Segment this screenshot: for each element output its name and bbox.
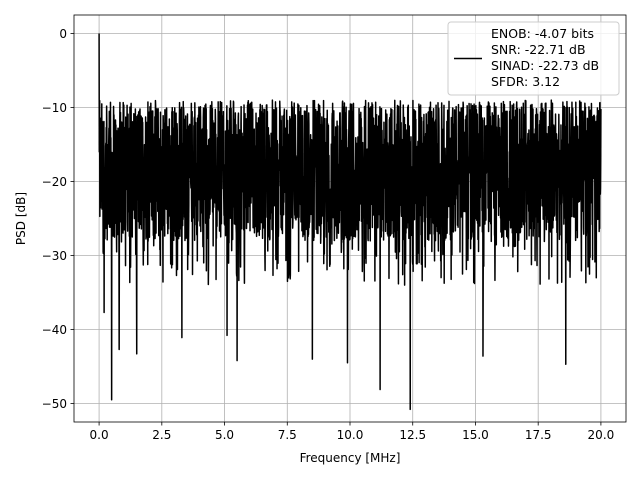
legend-line-sinad: SINAD: -22.73 dB — [491, 58, 599, 73]
x-axis-label: Frequency [MHz] — [300, 451, 401, 465]
y-tick-label: −40 — [42, 323, 67, 337]
legend-line-enob: ENOB: -4.07 bits — [491, 26, 594, 41]
y-axis-label: PSD [dB] — [14, 192, 28, 245]
x-tick-label: 5.0 — [215, 428, 234, 442]
x-tick-label: 20.0 — [588, 428, 615, 442]
legend-box — [447, 21, 620, 96]
legend-line-snr: SNR: -22.71 dB — [491, 42, 586, 57]
legend-line-sfdr: SFDR: 3.12 — [491, 74, 560, 89]
x-tick-label: 2.5 — [152, 428, 171, 442]
y-tick-label: −10 — [42, 101, 67, 115]
x-axis: 0.0 2.5 5.0 7.5 10.0 12.5 15.0 17.5 20.0 — [90, 422, 615, 442]
y-tick-label: −50 — [42, 397, 67, 411]
x-tick-label: 12.5 — [399, 428, 426, 442]
y-tick-label: −20 — [42, 175, 67, 189]
x-tick-label: 15.0 — [462, 428, 489, 442]
y-tick-label: 0 — [59, 27, 67, 41]
y-tick-label: −30 — [42, 249, 67, 263]
series-psd-line — [98, 33, 602, 411]
x-tick-label: 17.5 — [525, 428, 552, 442]
x-tick-label: 0.0 — [90, 428, 109, 442]
y-axis: 0 −10 −20 −30 −40 −50 — [42, 27, 74, 411]
x-tick-label: 10.0 — [337, 428, 364, 442]
plot-area — [98, 33, 602, 411]
x-tick-label: 7.5 — [278, 428, 297, 442]
legend: ENOB: -4.07 bits SNR: -22.71 dB SINAD: -… — [447, 21, 620, 96]
